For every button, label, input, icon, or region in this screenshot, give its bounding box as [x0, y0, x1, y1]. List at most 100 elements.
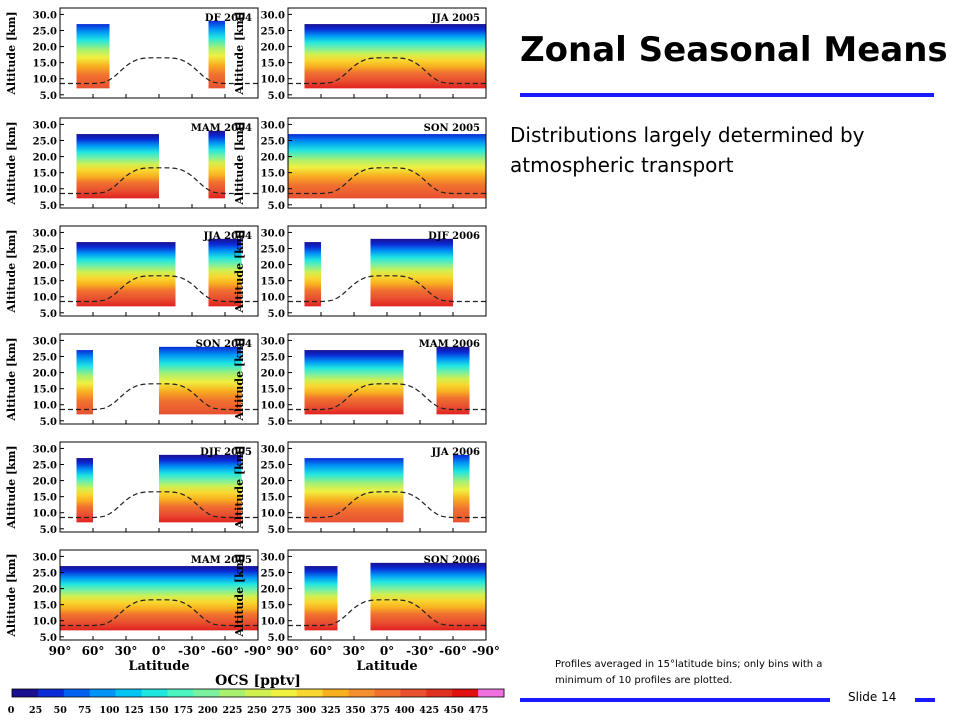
- colorbar-swatch: [115, 689, 142, 697]
- colorbar-swatch: [245, 689, 272, 697]
- y-tick-label: 10.0: [33, 617, 57, 628]
- y-tick-label: 5.0: [40, 91, 57, 102]
- title-underline: [520, 93, 934, 97]
- colorbar-frame: [11, 688, 505, 698]
- colorbar-tick-label: 475: [468, 705, 488, 716]
- y-tick-label: 20.0: [261, 261, 285, 272]
- y-axis-label: Altitude [km]: [5, 11, 18, 95]
- colorbar-tick-label: 175: [173, 705, 193, 716]
- colorbar-swatch: [374, 689, 401, 697]
- y-axis-label: Altitude [km]: [5, 553, 18, 637]
- panel-title: MAM 2006: [419, 339, 480, 350]
- y-tick-label: 5.0: [40, 633, 57, 644]
- colorbar-tick-label: 225: [222, 705, 242, 716]
- y-tick-label: 10.0: [261, 185, 285, 196]
- panel-title: MAM 2004: [191, 123, 252, 134]
- y-axis-label: Altitude [km]: [233, 11, 246, 95]
- y-tick-label: 5.0: [268, 417, 285, 428]
- colorbar-tick-label: 350: [345, 705, 365, 716]
- y-tick-label: 5.0: [40, 309, 57, 320]
- colorbar-label: OCS [pptv]: [215, 673, 301, 689]
- tropopause-line: [288, 491, 486, 519]
- y-tick-label: 15.0: [261, 169, 285, 180]
- x-tick-label: 90°: [49, 644, 72, 658]
- panel-jja-2004: JJA 2004 30.0 25.0 20.0 15.0 10.0 5.0 Altitude …: [5, 225, 259, 320]
- y-tick-label: 20.0: [33, 477, 57, 488]
- y-tick-label: 10.0: [33, 75, 57, 86]
- colorbar-swatch: [348, 689, 376, 697]
- y-tick-label: 15.0: [261, 385, 285, 396]
- y-tick-label: 10.0: [33, 401, 57, 412]
- y-tick-label: 5.0: [268, 201, 285, 212]
- y-axis-label: Altitude [km]: [5, 121, 18, 205]
- colorbar-tick-label: 450: [444, 705, 464, 716]
- tropopause-line: [288, 57, 486, 85]
- y-tick-label: 30.0: [261, 336, 285, 347]
- y-tick-label: 15.0: [33, 169, 57, 180]
- y-tick-label: 10.0: [33, 509, 57, 520]
- panel-son-2004: SON 2004 30.0 25.0 20.0 15.0 10.0 5.0 Altitude …: [5, 333, 259, 428]
- x-tick-label: 30°: [343, 644, 366, 658]
- panel-mam-2005: MAM 2005 30.0 25.0 20.0 15.0 10.0 5.0 Altitude …: [5, 549, 259, 644]
- colorbar-swatch: [193, 689, 220, 697]
- data-region: [370, 238, 453, 307]
- x-tick-label: -60°: [439, 644, 467, 658]
- panel-son-2005: SON 2005 30.0 25.0 20.0 15.0 10.0 5.0 Altitude …: [233, 117, 487, 212]
- y-tick-label: 25.0: [261, 353, 285, 364]
- panel-df-2004: DF 2004 30.0 25.0 20.0 15.0 10.0 5.0 Altitude […: [5, 7, 259, 102]
- y-axis-label: Altitude [km]: [233, 337, 246, 421]
- panel-son-2006: SON 2006 30.0 25.0 20.0 15.0 10.0 5.0 Altitude …: [233, 549, 487, 644]
- colorbar-tick-label: 200: [198, 705, 218, 716]
- panel-title: JJA 2005: [430, 13, 480, 24]
- data-region: [159, 454, 242, 523]
- y-tick-label: 30.0: [33, 552, 57, 563]
- y-tick-label: 25.0: [33, 27, 57, 38]
- tropopause-line: [288, 599, 486, 627]
- y-tick-label: 15.0: [261, 601, 285, 612]
- y-tick-label: 20.0: [33, 585, 57, 596]
- colorbar-tick-label: 150: [149, 705, 169, 716]
- data-region: [76, 134, 159, 199]
- tropopause-line: [60, 275, 258, 303]
- y-axis-label: Altitude [km]: [5, 337, 18, 421]
- panel-title: DF 2004: [205, 13, 252, 24]
- panel-title: SON 2004: [196, 339, 252, 350]
- panel-jja-2005: JJA 2005 30.0 25.0 20.0 15.0 10.0 5.0 Altitude …: [233, 7, 487, 102]
- x-tick-label: 0°: [380, 644, 394, 658]
- y-tick-label: 10.0: [261, 75, 285, 86]
- colorbar-tick-label: 425: [419, 705, 439, 716]
- colorbar-tick-label: 400: [395, 705, 415, 716]
- colorbar-tick-label: 300: [296, 705, 316, 716]
- y-tick-label: 10.0: [261, 293, 285, 304]
- tropopause-line: [60, 599, 258, 627]
- colorbar-swatch: [37, 689, 65, 697]
- y-tick-label: 5.0: [268, 309, 285, 320]
- y-tick-label: 25.0: [33, 569, 57, 580]
- x-tick-label: -30°: [406, 644, 434, 658]
- data-region: [208, 130, 225, 199]
- colorbar-swatch: [270, 689, 298, 697]
- panel-title: DJF 2006: [428, 231, 480, 242]
- colorbar-tick-label: 375: [370, 705, 390, 716]
- panel-djf-2006: DJF 2006 30.0 25.0 20.0 15.0 10.0 5.0 Altitude …: [233, 225, 487, 320]
- tropopause-line: [60, 383, 258, 411]
- x-tick-label: 90°: [277, 644, 300, 658]
- y-tick-label: 30.0: [261, 444, 285, 455]
- y-tick-label: 30.0: [33, 228, 57, 239]
- x-tick-label: 30°: [115, 644, 138, 658]
- colorbar-tick-label: 75: [78, 705, 91, 716]
- data-region: [60, 566, 258, 631]
- y-tick-label: 25.0: [33, 353, 57, 364]
- y-tick-label: 15.0: [33, 59, 57, 70]
- data-region: [76, 350, 93, 415]
- y-tick-label: 15.0: [261, 59, 285, 70]
- y-tick-label: 30.0: [261, 228, 285, 239]
- y-tick-label: 30.0: [33, 444, 57, 455]
- y-tick-label: 30.0: [261, 552, 285, 563]
- footer-rule-end: [915, 698, 935, 702]
- y-tick-label: 30.0: [261, 10, 285, 21]
- y-tick-label: 30.0: [33, 120, 57, 131]
- y-axis-label: Altitude [km]: [5, 229, 18, 313]
- slide-number: Slide 14: [848, 690, 897, 704]
- colorbar-swatch: [167, 689, 194, 697]
